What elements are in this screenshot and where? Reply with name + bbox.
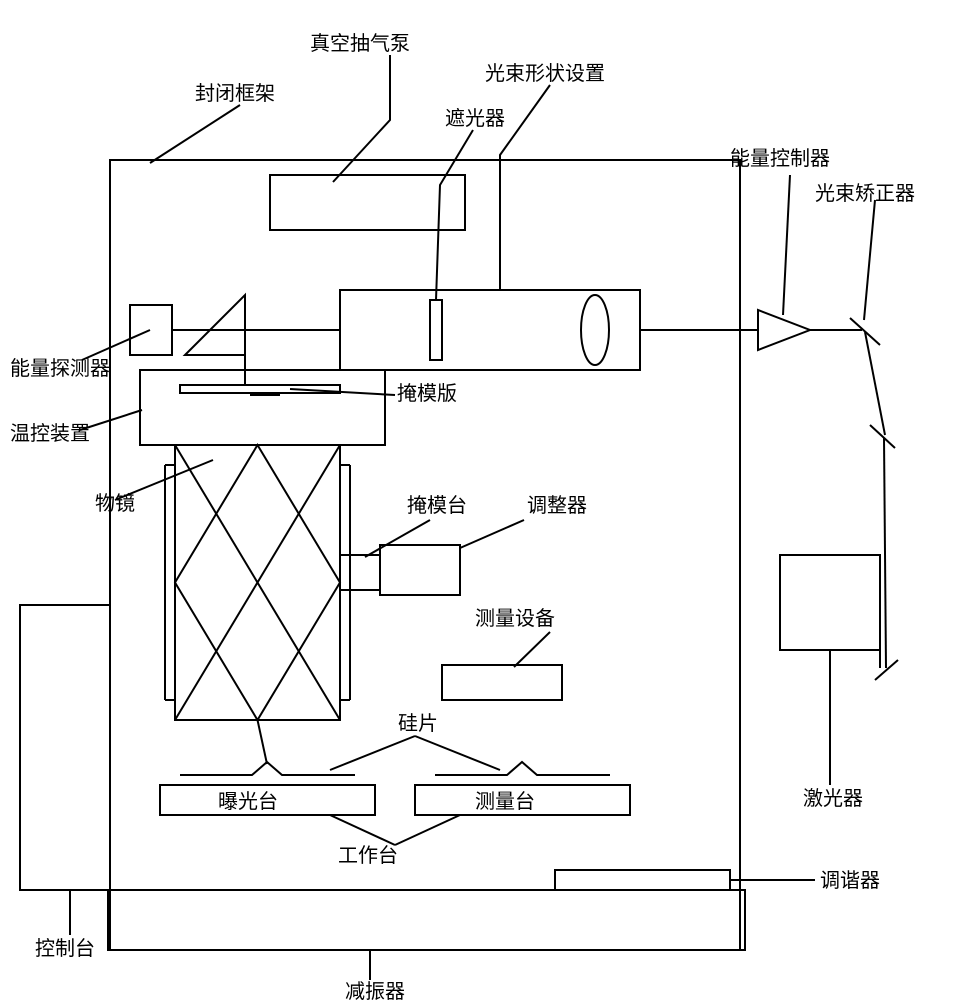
label-energy-controller: 能量控制器 [730,147,830,170]
label-work-stage: 工作台 [338,844,398,867]
label-temp-control: 温控装置 [10,422,90,445]
label-measure-device: 测量设备 [475,607,555,630]
label-wafer: 硅片 [398,712,438,735]
label-beam-corrector: 光束矫正器 [815,182,915,205]
label-beam-shape: 光束形状设置 [485,62,605,85]
label-objective: 物镜 [95,492,135,515]
label-damper: 减振器 [345,980,405,1000]
label-vacuum-pump: 真空抽气泵 [310,32,410,55]
label-measure-stage: 测量台 [475,790,535,813]
label-control-station: 控制台 [35,937,95,960]
label-shutter: 遮光器 [445,107,505,130]
label-adjuster: 调整器 [527,494,587,517]
label-laser: 激光器 [803,787,863,810]
lithography-diagram: 真空抽气泵封闭框架 光束形状设置遮光器能量控制器光束矫正器能量探测器掩模版温控装置… [0,0,962,1000]
label-mask: 掩模版 [397,382,457,405]
label-energy-detector: 能量探测器 [10,357,110,380]
label-tuner: 调谐器 [820,869,880,892]
label-closed-frame: 封闭框架 [195,82,275,105]
label-mask-stage: 掩模台 [407,494,467,517]
label-exposure-stage: 曝光台 [218,790,278,813]
